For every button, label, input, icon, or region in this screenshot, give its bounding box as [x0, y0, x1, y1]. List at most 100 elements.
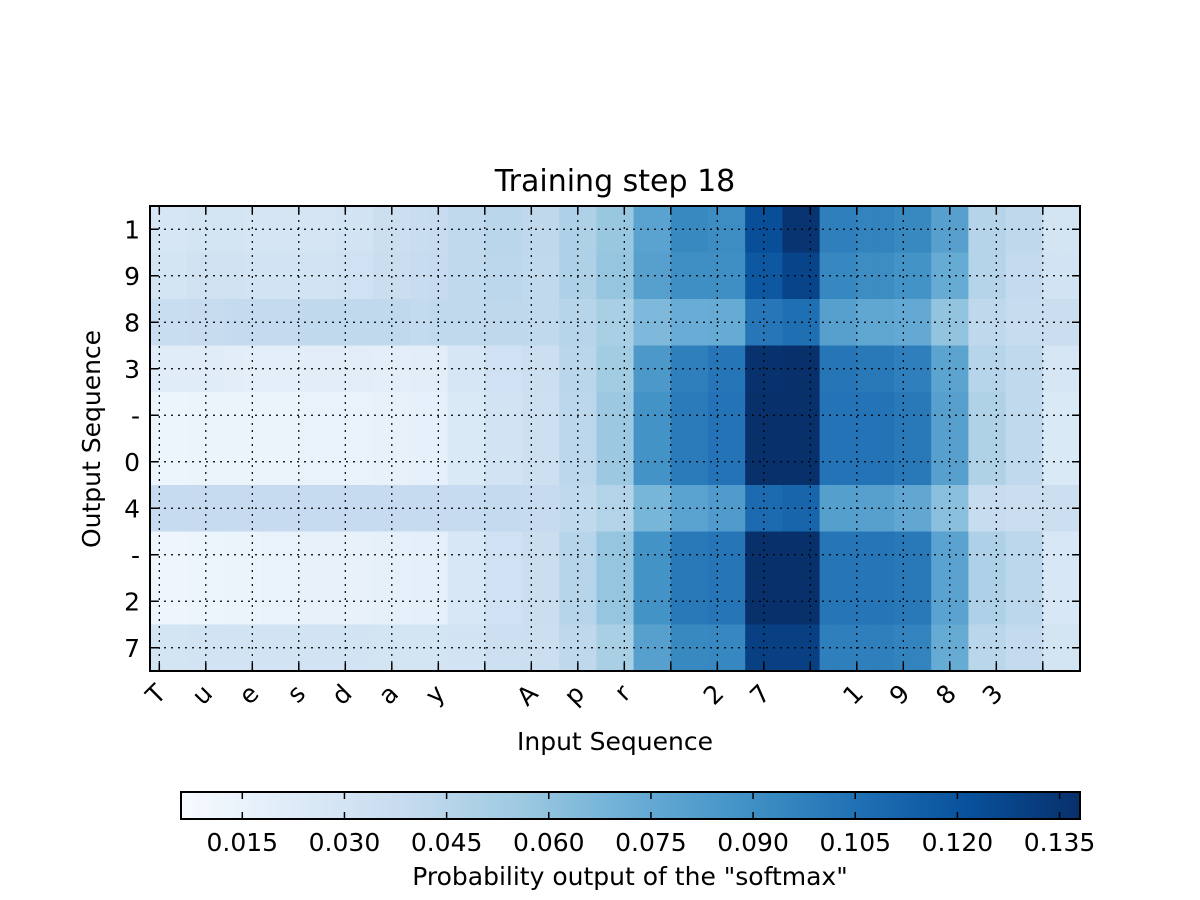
heatmap-cell: [410, 252, 430, 300]
heatmap-cell: [503, 206, 523, 254]
heatmap-cell: [354, 206, 374, 254]
heatmap-cell: [559, 578, 579, 626]
heatmap-cell: [1042, 624, 1062, 672]
heatmap-cell: [949, 392, 969, 440]
heatmap-cell: [503, 485, 523, 533]
heatmap-cell: [187, 299, 207, 347]
x-tick-label: e: [233, 679, 264, 710]
heatmap-cell: [615, 206, 635, 254]
heatmap-cell: [354, 299, 374, 347]
heatmap-cell: [670, 392, 690, 440]
heatmap-cell: [410, 206, 430, 254]
heatmap-cell: [782, 438, 802, 486]
heatmap-cell: [1061, 438, 1081, 486]
heatmap-cell: [1042, 531, 1062, 579]
grid-lines: [150, 206, 1080, 671]
heatmap-cell: [1005, 345, 1025, 393]
heatmap-cell: [280, 299, 300, 347]
heatmap-cell: [670, 531, 690, 579]
x-tick-label: 9: [884, 679, 916, 711]
heatmap-cell: [503, 624, 523, 672]
heatmap-cell: [856, 485, 876, 533]
heatmap-cell: [410, 485, 430, 533]
heatmap-cell: [187, 485, 207, 533]
heatmap-cell: [447, 438, 467, 486]
heatmap-cell: [838, 345, 858, 393]
heatmap-cell: [466, 578, 486, 626]
colorbar-tick-label: 0.090: [717, 828, 789, 857]
heatmap-cell: [466, 392, 486, 440]
axis-ticks: [150, 206, 1080, 671]
heatmap-cell: [391, 252, 411, 300]
colorbar-tick-label: 0.030: [309, 828, 381, 857]
heatmap-cell: [447, 624, 467, 672]
heatmap-cell: [782, 531, 802, 579]
heatmap-cell: [931, 531, 951, 579]
heatmap-cell: [1005, 485, 1025, 533]
heatmap-cell: [856, 299, 876, 347]
heatmap-cell: [1005, 299, 1025, 347]
heatmap-cell: [615, 392, 635, 440]
heatmap-cell: [447, 252, 467, 300]
heatmap-cell: [298, 485, 318, 533]
heatmap-cell: [243, 206, 263, 254]
heatmap-cell: [559, 485, 579, 533]
heatmap-cell: [633, 299, 653, 347]
heatmap-cell: [782, 624, 802, 672]
heatmap-cell: [949, 485, 969, 533]
heatmap-cell: [894, 578, 914, 626]
heatmap-cell: [894, 345, 914, 393]
heatmap-cell: [410, 624, 430, 672]
heatmap-cell: [726, 299, 746, 347]
heatmap-cell: [912, 578, 932, 626]
heatmap-cell: [745, 438, 765, 486]
heatmap-cell: [187, 578, 207, 626]
heatmap-cell: [670, 485, 690, 533]
heatmap-cell: [856, 438, 876, 486]
heatmap-cell: [1042, 252, 1062, 300]
heatmap-cell: [838, 531, 858, 579]
heatmap-cell: [987, 438, 1007, 486]
heatmap-cell: [503, 578, 523, 626]
heatmap-cell: [894, 531, 914, 579]
heatmap-cell: [187, 392, 207, 440]
heatmap-cell: [912, 252, 932, 300]
heatmap-cell: [559, 624, 579, 672]
heatmap-cell: [187, 531, 207, 579]
heatmap-cell: [150, 345, 170, 393]
heatmap-cell: [689, 438, 709, 486]
heatmap-cell: [689, 578, 709, 626]
heatmap-cell: [1061, 345, 1081, 393]
heatmap-cell: [1042, 299, 1062, 347]
y-axis-label: Output Sequence: [77, 330, 106, 548]
heatmap-cell: [280, 206, 300, 254]
heatmap-cell: [931, 392, 951, 440]
heatmap-cell: [615, 345, 635, 393]
y-tick-label: 1: [124, 215, 140, 244]
heatmap-cell: [782, 299, 802, 347]
heatmap-cell: [1005, 578, 1025, 626]
heatmap-cell: [391, 206, 411, 254]
heatmap-cell: [949, 531, 969, 579]
heatmap-cell: [336, 299, 356, 347]
heatmap-cell: [801, 531, 821, 579]
heatmap-cell: [838, 299, 858, 347]
heatmap-cell: [838, 392, 858, 440]
heatmap-cell: [466, 531, 486, 579]
heatmap-cell: [150, 578, 170, 626]
heatmap-cell: [187, 206, 207, 254]
heatmap-cell: [522, 345, 542, 393]
heatmap-cell: [447, 345, 467, 393]
heatmap-cell: [1061, 624, 1081, 672]
heatmap-cell: [1061, 531, 1081, 579]
heatmap-cell: [280, 392, 300, 440]
heatmap-cell: [205, 485, 225, 533]
heatmap-cell: [689, 252, 709, 300]
x-tick-label: r: [609, 678, 637, 706]
heatmap-cell: [912, 624, 932, 672]
heatmap-cell: [931, 206, 951, 254]
heatmap-cell: [559, 392, 579, 440]
heatmap-cell: [205, 252, 225, 300]
heatmap-cell: [987, 345, 1007, 393]
heatmap-cell: [261, 392, 281, 440]
